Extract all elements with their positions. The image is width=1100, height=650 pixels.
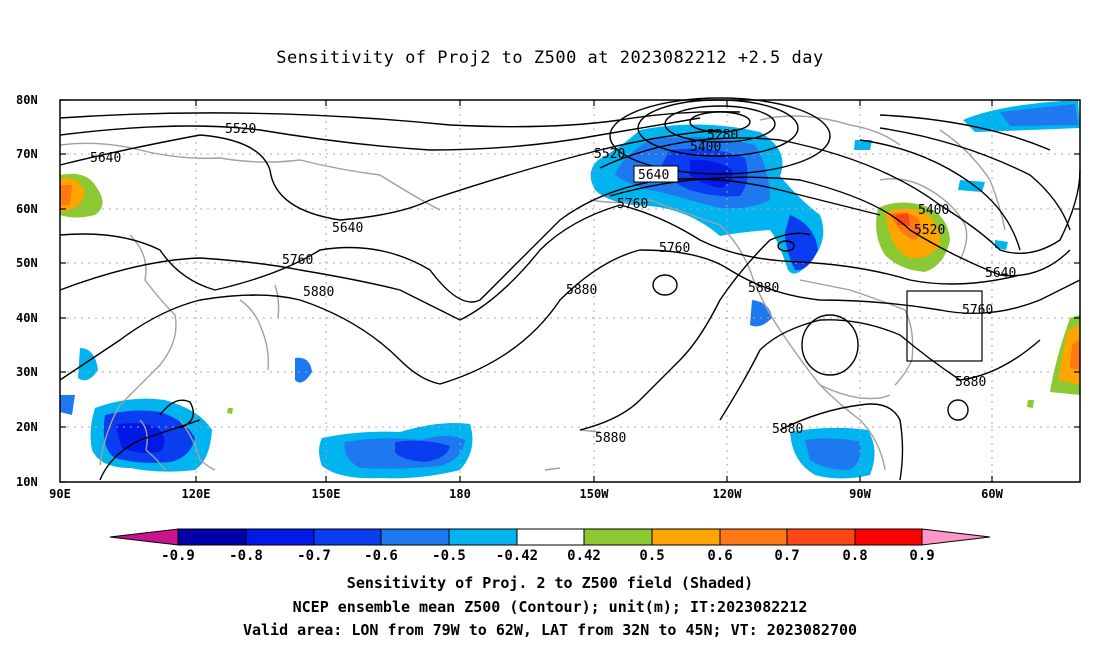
lat-label: 40N xyxy=(16,311,38,325)
lon-label: 120W xyxy=(713,487,743,501)
contour-label: 5760 xyxy=(282,253,313,268)
shade-negative xyxy=(995,240,1008,250)
colorbar-segment xyxy=(583,528,653,546)
valid-area-box xyxy=(906,290,983,362)
colorbar-label: -0.9 xyxy=(161,548,195,560)
longitude-labels: 90E 120E 150E 180 150W 120W 90W 60W xyxy=(49,487,1003,501)
colorbar-segment xyxy=(313,528,382,546)
colorbar-segment xyxy=(786,528,856,546)
graticule xyxy=(60,100,1080,482)
shade-negative xyxy=(295,357,312,383)
contour-label: 5640 xyxy=(638,168,669,183)
contour-label: 5640 xyxy=(90,151,121,166)
contour-label: 5760 xyxy=(617,197,648,212)
lat-label: 80N xyxy=(16,93,38,107)
contour-label: 5520 xyxy=(914,223,945,238)
caption-valid-area: Valid area: LON from 79W to 62W, LAT fro… xyxy=(242,621,858,639)
lon-label: 60W xyxy=(981,487,1003,501)
colorbar-segment xyxy=(854,528,923,546)
colorbar-label: -0.6 xyxy=(364,548,398,560)
colorbar-label: -0.42 xyxy=(496,548,538,560)
lon-label: 120E xyxy=(182,487,211,501)
shade-negative xyxy=(78,348,98,381)
lon-label: 90W xyxy=(849,487,871,501)
shade-negative xyxy=(115,423,165,453)
colorbar-label: 0.42 xyxy=(567,548,601,560)
colorbar-label: 0.8 xyxy=(842,548,867,560)
contour-label: 5880 xyxy=(303,285,334,300)
colorbar-segment xyxy=(380,528,450,546)
colorbar-segment xyxy=(448,528,518,546)
shade-negative xyxy=(805,438,861,470)
lat-label: 20N xyxy=(16,420,38,434)
colorbar-label: -0.8 xyxy=(229,548,263,560)
shade-negative xyxy=(785,215,818,271)
colorbar-label: 0.5 xyxy=(639,548,664,560)
shade-positive xyxy=(895,213,910,226)
contour-label: 5520 xyxy=(594,147,625,162)
colorbar-label: 0.9 xyxy=(909,548,934,560)
colorbar-end-left xyxy=(109,528,179,546)
lon-label: 90E xyxy=(49,487,71,501)
contour-label: 5880 xyxy=(772,422,803,437)
lon-label: 150W xyxy=(580,487,610,501)
colorbar-segment xyxy=(177,528,247,546)
lon-label: 150E xyxy=(312,487,341,501)
contour-label: 5400 xyxy=(918,203,949,218)
map-title: Sensitivity of Proj2 to Z500 at 20230822… xyxy=(276,48,824,68)
sensitivity-map: 5520 5640 5640 5760 5880 5520 5400 5280 … xyxy=(16,93,1081,560)
colorbar-label: 0.6 xyxy=(707,548,732,560)
lon-label: 180 xyxy=(449,487,471,501)
shade-negative xyxy=(395,440,450,462)
lat-label: 10N xyxy=(16,475,38,489)
latitude-labels: 80N 70N 60N 50N 40N 30N 20N 10N xyxy=(16,93,38,489)
contour-label: 5640 xyxy=(985,266,1016,281)
contour-label: 5880 xyxy=(595,431,626,446)
contour-label: 5880 xyxy=(566,283,597,298)
z500-contours xyxy=(59,97,1081,481)
lat-label: 70N xyxy=(16,147,38,161)
lat-label: 30N xyxy=(16,365,38,379)
shade-negative xyxy=(854,140,872,150)
contour-label: 5760 xyxy=(659,241,690,256)
contour-label: 5280 xyxy=(707,128,738,143)
contour-label: 5520 xyxy=(225,122,256,137)
lat-label: 60N xyxy=(16,202,38,216)
colorbar: -0.9 -0.8 -0.7 -0.6 -0.5 -0.42 0.42 0.5 … xyxy=(109,528,991,560)
contour-labels: 5520 5640 5640 5760 5880 5520 5400 5280 … xyxy=(90,122,1016,446)
shade-negative xyxy=(1000,104,1078,126)
colorbar-segment xyxy=(516,528,585,546)
colorbar-label: -0.5 xyxy=(432,548,466,560)
shade-negative xyxy=(750,300,772,327)
contour-label: 5880 xyxy=(955,375,986,390)
colorbar-label: 0.7 xyxy=(774,548,799,560)
shade-positive xyxy=(227,408,233,414)
axis-ticks xyxy=(60,99,1080,483)
map-frame xyxy=(59,99,1081,483)
shade-positive xyxy=(1027,400,1034,408)
contour-label: 5880 xyxy=(748,281,779,296)
colorbar-segment xyxy=(651,528,721,546)
contour-label: 5400 xyxy=(690,140,721,155)
shade-positive xyxy=(1058,325,1080,385)
colorbar-end-right xyxy=(921,528,991,546)
shade-positive xyxy=(1070,340,1080,370)
shade-negative xyxy=(60,395,75,415)
colorbar-segment xyxy=(245,528,315,546)
shade-positive xyxy=(60,185,72,205)
contour-label: 5640 xyxy=(332,221,363,236)
caption-contour: NCEP ensemble mean Z500 (Contour); unit(… xyxy=(292,598,808,616)
colorbar-segment xyxy=(719,528,788,546)
lat-label: 50N xyxy=(16,256,38,270)
caption-shading: Sensitivity of Proj. 2 to Z500 field (Sh… xyxy=(346,574,754,592)
colorbar-label: -0.7 xyxy=(297,548,331,560)
coastlines xyxy=(59,115,1006,471)
contour-label: 5760 xyxy=(962,303,993,318)
